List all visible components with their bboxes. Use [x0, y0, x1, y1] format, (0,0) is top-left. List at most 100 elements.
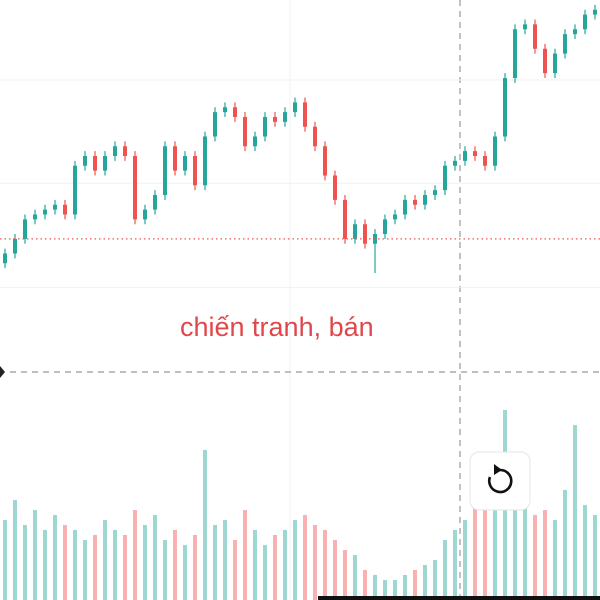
- volume-bar: [463, 520, 467, 600]
- candle-body: [323, 146, 327, 176]
- volume-bar: [583, 505, 587, 600]
- annotation: chiến tranh, bán: [180, 312, 374, 342]
- volume-bar: [273, 535, 277, 600]
- candle-body: [233, 107, 237, 117]
- candle-body: [213, 112, 217, 137]
- volume-bar: [3, 520, 7, 600]
- reset-button-bg[interactable]: [469, 451, 531, 511]
- volume-bar: [513, 490, 517, 600]
- candle-body: [3, 253, 7, 264]
- candle-body: [523, 24, 527, 30]
- volume-bar: [163, 540, 167, 600]
- candle-body: [313, 126, 317, 147]
- candle-body: [183, 156, 187, 171]
- candle-body: [163, 146, 167, 195]
- volume-bar: [233, 540, 237, 600]
- candle-body: [263, 117, 267, 137]
- candle-body: [103, 156, 107, 171]
- crosshair-marker: [0, 366, 5, 378]
- candle-body: [173, 146, 177, 171]
- candle-body: [433, 190, 437, 195]
- volume-bar: [353, 555, 357, 600]
- candle-body: [53, 204, 57, 210]
- candle-body: [463, 151, 467, 161]
- volume-bar: [433, 560, 437, 600]
- candle-body: [413, 199, 417, 205]
- volume-bar: [83, 540, 87, 600]
- candle-body: [133, 156, 137, 220]
- volume-bar: [533, 515, 537, 600]
- candle-body: [203, 136, 207, 186]
- volume-bar: [23, 525, 27, 600]
- volume-bar: [573, 425, 577, 600]
- volume-bar: [303, 515, 307, 600]
- candle-body: [573, 29, 577, 35]
- volume-bar: [93, 535, 97, 600]
- candle-body: [193, 156, 197, 186]
- candle-body: [253, 136, 257, 147]
- volume-bar: [373, 575, 377, 600]
- candle-body: [23, 219, 27, 239]
- candle-body: [273, 117, 277, 122]
- volume-bar: [173, 530, 177, 600]
- candle-body: [113, 146, 117, 156]
- candle-body: [423, 195, 427, 205]
- candle-body: [383, 219, 387, 234]
- volume-bar: [73, 530, 77, 600]
- volume-bar: [263, 545, 267, 600]
- candle-body: [303, 102, 307, 127]
- candle-body: [513, 29, 517, 78]
- candle-body: [393, 214, 397, 220]
- volume-bar: [223, 520, 227, 600]
- volume-bar: [123, 535, 127, 600]
- candle-body: [363, 224, 367, 244]
- volume-bar: [213, 525, 217, 600]
- volume-bar: [393, 580, 397, 600]
- candle-body: [223, 107, 227, 113]
- candle-body: [343, 199, 347, 239]
- volume-bar: [103, 520, 107, 600]
- candle-body: [73, 165, 77, 215]
- volume-bar: [203, 450, 207, 600]
- reset-button[interactable]: [469, 451, 531, 511]
- reset-icon: [488, 468, 513, 494]
- candle-body: [583, 14, 587, 30]
- volume-bar: [473, 505, 477, 600]
- volume-bar: [443, 540, 447, 600]
- volume-bar: [33, 510, 37, 600]
- volume-bar: [183, 545, 187, 600]
- candle-body: [143, 209, 147, 220]
- volume-bar: [13, 500, 17, 600]
- volume-bar: [383, 580, 387, 600]
- volume-bar: [313, 525, 317, 600]
- volume-bar: [483, 510, 487, 600]
- volume-bar: [363, 570, 367, 600]
- candle-body: [403, 199, 407, 215]
- volume-bar: [593, 515, 597, 600]
- volume-bar: [43, 530, 47, 600]
- volume-bar: [403, 575, 407, 600]
- volume-bar: [553, 520, 557, 600]
- volume-bar: [563, 490, 567, 600]
- volume-bar: [323, 530, 327, 600]
- volume-bar: [63, 525, 67, 600]
- candle-body: [293, 102, 297, 113]
- volume-bar: [413, 570, 417, 600]
- volume-bar: [333, 540, 337, 600]
- candle-body: [13, 238, 17, 254]
- reset-icon-arrow: [494, 464, 502, 475]
- volume-bar: [543, 510, 547, 600]
- scrollbar: [318, 596, 600, 600]
- volume-bar: [113, 530, 117, 600]
- candle-body: [283, 112, 287, 122]
- candle-body: [593, 9, 597, 15]
- candle-body: [553, 53, 557, 74]
- volume-bar: [153, 515, 157, 600]
- volume-bar: [193, 535, 197, 600]
- candle-body: [63, 204, 67, 215]
- candle-body: [333, 175, 337, 200]
- candle-body: [483, 156, 487, 166]
- candle-body: [123, 146, 127, 156]
